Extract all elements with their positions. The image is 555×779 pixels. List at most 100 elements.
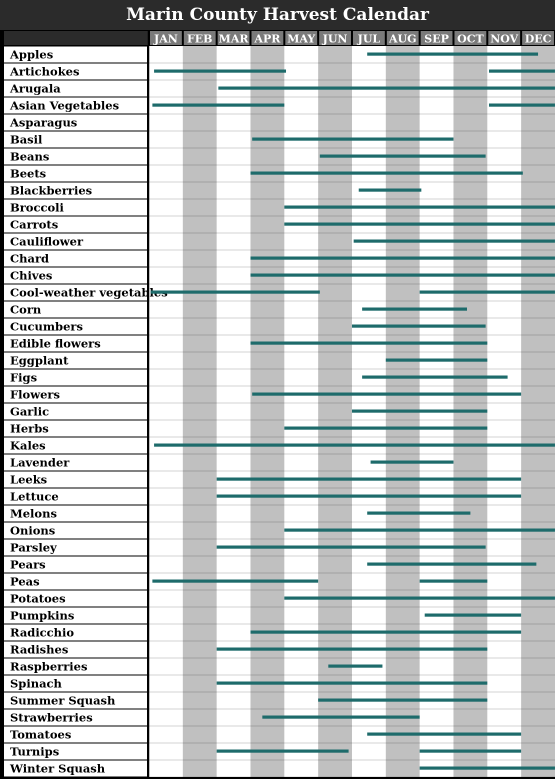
month-tick-label: MAR [219, 33, 250, 46]
harvest-bar [216, 749, 349, 753]
category-label: Beans [10, 150, 49, 164]
category-label: Summer Squash [10, 694, 116, 708]
category-label: Onions [10, 524, 55, 538]
harvest-bar [284, 528, 555, 532]
row-label-cell [4, 97, 147, 114]
category-label: Radishes [10, 643, 68, 657]
category-label: Tomatoes [10, 728, 71, 742]
month-header-cell [150, 31, 182, 45]
category-label: Kales [10, 439, 46, 453]
category-label: Asian Vegetables [9, 99, 119, 113]
row-label-cell [4, 267, 147, 284]
category-label: Eggplant [10, 354, 69, 368]
harvest-bar [216, 494, 522, 498]
month-column-mar [216, 46, 251, 777]
harvest-bar [362, 307, 468, 311]
row-label-cell [4, 539, 147, 556]
row-label-cell [4, 403, 147, 420]
month-column-nov [487, 46, 522, 777]
harvest-bar [250, 630, 522, 634]
harvest-bar [152, 103, 285, 107]
category-label: Cool-weather vegetables [10, 286, 168, 300]
harvest-bar [252, 392, 522, 396]
month-tick-label: JUN [322, 33, 348, 46]
harvest-bar [419, 749, 522, 753]
row-label-cell [4, 658, 147, 675]
harvest-bar [216, 647, 488, 651]
row-label-cell [4, 301, 147, 318]
harvest-bar [216, 477, 522, 481]
row-label-cell [4, 743, 147, 760]
month-tick-label: JUL [357, 33, 381, 46]
harvest-bar [250, 171, 523, 175]
harvest-bar [250, 273, 555, 277]
category-label: Beets [10, 167, 46, 181]
harvest-bar [218, 86, 555, 90]
harvest-bar [152, 579, 319, 583]
month-tick-label: APR [253, 33, 281, 46]
month-header-cell [352, 31, 385, 45]
month-tick-label: JAN [153, 33, 178, 46]
month-header-cell [522, 31, 554, 45]
category-label: Potatoes [10, 592, 66, 606]
month-tick-label: MAY [287, 33, 315, 46]
row-label-cell [4, 556, 147, 573]
row-label-cell [4, 454, 147, 471]
row-label-cell [4, 505, 147, 522]
row-label-cell [4, 131, 147, 148]
row-label-cell [4, 437, 147, 454]
month-header-cell [488, 31, 521, 45]
row-label-cell [4, 80, 147, 97]
category-label: Chard [10, 252, 49, 266]
harvest-bar [250, 256, 555, 260]
harvest-bar [419, 290, 555, 294]
category-label: Corn [10, 303, 42, 317]
category-label: Strawberries [10, 711, 93, 725]
row-label-cell [4, 199, 147, 216]
category-label: Broccoli [10, 201, 64, 215]
category-label: Peas [10, 575, 40, 589]
category-label: Pears [10, 558, 46, 572]
row-label-cell [4, 165, 147, 182]
month-tick-label: NOV [490, 33, 518, 46]
month-column-may [284, 46, 319, 777]
row-label-cell [4, 148, 147, 165]
row-label-cell [4, 233, 147, 250]
category-label: Figs [10, 371, 37, 385]
category-label: Chives [10, 269, 52, 283]
row-label-cell [4, 624, 147, 641]
row-label-cell [4, 46, 147, 63]
harvest-bar [250, 341, 488, 345]
row-label-cell [4, 590, 147, 607]
month-header-cell [285, 31, 318, 45]
category-label: Parsley [10, 541, 57, 555]
harvest-bar [488, 69, 555, 73]
row-label-cell [4, 369, 147, 386]
month-tick-label: AUG [388, 33, 417, 46]
harvest-bar [370, 460, 454, 464]
category-label: Basil [10, 133, 43, 147]
harvest-bar [419, 579, 488, 583]
harvest-bar [150, 290, 320, 294]
row-label-cell [4, 386, 147, 403]
harvest-bar [351, 409, 488, 413]
month-header-cell [454, 31, 487, 45]
row-label-cell [4, 318, 147, 335]
category-label: Blackberries [10, 184, 92, 198]
category-label: Spinach [10, 677, 63, 691]
month-column-jun [318, 46, 353, 777]
month-column-jan [149, 46, 184, 777]
harvest-bar [419, 766, 555, 770]
category-label: Arugala [9, 82, 61, 96]
chart-title: Marin County Harvest Calendar [0, 0, 555, 30]
harvest-bar [424, 613, 522, 617]
harvest-bar [367, 52, 539, 56]
month-tick-label: DEC [525, 33, 552, 46]
harvest-bar [284, 426, 488, 430]
row-label-cell [4, 709, 147, 726]
category-label: Apples [9, 48, 53, 62]
month-header-cell [386, 31, 419, 45]
category-label: Asparagus [9, 116, 77, 130]
row-label-cell [4, 216, 147, 233]
